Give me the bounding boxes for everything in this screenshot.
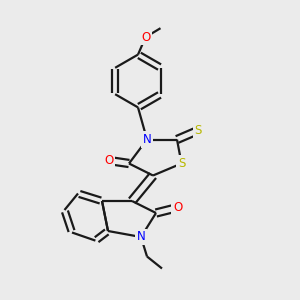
Text: S: S bbox=[178, 157, 185, 170]
Text: N: N bbox=[136, 230, 146, 244]
Text: O: O bbox=[141, 31, 150, 44]
Text: O: O bbox=[104, 154, 113, 167]
Text: S: S bbox=[194, 124, 202, 137]
Text: N: N bbox=[142, 133, 152, 146]
Text: O: O bbox=[173, 201, 182, 214]
